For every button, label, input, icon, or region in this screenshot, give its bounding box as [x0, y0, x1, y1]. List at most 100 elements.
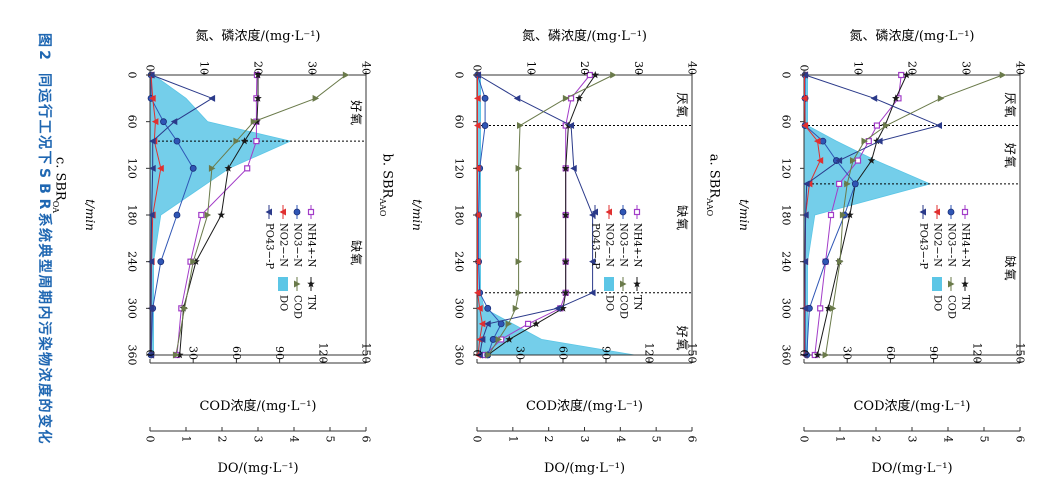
po4-marker [589, 289, 596, 297]
panel-c: 0 10 20 30 40氮、磷浓度/(mg·L⁻¹)06012018024030036… [52, 28, 373, 476]
cod-axis-tick-label: 30 [514, 346, 527, 360]
cod-marker [999, 71, 1007, 79]
cod-marker [312, 94, 320, 102]
nh4-marker [898, 71, 905, 79]
phase-label: 好 [675, 326, 689, 338]
caption-char: 图 [36, 33, 52, 47]
no2-marker [605, 208, 612, 216]
panel-title-subscript: AAO [706, 197, 715, 217]
caption-char: 下 [36, 151, 52, 165]
cod-marker [515, 289, 523, 297]
cod-marker [948, 280, 955, 288]
time-axis-tick-label: 0 [126, 72, 139, 79]
panel-title: b. SBRAAO [379, 154, 395, 217]
tn-marker [961, 280, 969, 288]
cod-marker [837, 258, 844, 266]
tn-marker [591, 71, 600, 79]
legend-label: COD [292, 295, 303, 319]
tn-marker [633, 280, 641, 288]
nh4-marker [633, 208, 641, 216]
time-axis-tick-label: 60 [453, 115, 466, 129]
panel-title: c. SBROA [52, 157, 68, 213]
time-axis-tick-label: 300 [453, 298, 466, 319]
po4-marker [554, 304, 561, 312]
nh4-marker [244, 165, 251, 172]
time-axis-label: t/min [83, 199, 97, 231]
tn-marker [224, 164, 233, 172]
cod-axis-tick-label: 150 [1014, 343, 1027, 364]
po4-marker [476, 351, 483, 359]
no3-marker [189, 164, 197, 172]
tn-marker [561, 211, 570, 219]
po4-marker [802, 211, 809, 219]
time-axis-tick-label: 0 [453, 72, 466, 79]
cod-marker [204, 211, 212, 219]
caption-char: 污 [36, 321, 53, 335]
panel-title-subscript: AAO [379, 197, 388, 217]
cod-axis-tick-label: 90 [927, 346, 940, 360]
cod-axis-tick-label: 60 [557, 346, 570, 360]
caption-char: 况 [36, 135, 52, 149]
tn-marker [253, 117, 261, 125]
cod-marker [233, 137, 240, 145]
po4-marker [570, 164, 577, 172]
po4-marker [935, 122, 942, 130]
legend-swatch-area [932, 277, 942, 291]
time-axis-tick-label: 60 [780, 115, 793, 129]
po4-line [804, 74, 941, 355]
cod-marker [861, 137, 868, 145]
cod-marker [829, 304, 837, 312]
do-axis-tick-label: 3 [906, 436, 919, 443]
po4-marker [147, 258, 155, 266]
po4-marker [478, 335, 486, 343]
cod-marker [937, 94, 945, 102]
top-axis-tick-label: 40 [1014, 61, 1027, 75]
po4-marker [567, 122, 575, 130]
phase-label: 好 [1003, 143, 1017, 155]
po4-marker [147, 304, 155, 312]
cod-marker [181, 304, 189, 312]
caption-char: 系 [36, 213, 53, 227]
phase-label: 氧 [349, 113, 363, 125]
cod-axis-label: COD浓度/(mg·L⁻¹) [526, 398, 643, 414]
tn-marker [505, 335, 514, 343]
cod-marker [485, 351, 492, 359]
legend-label: NH4+-N [632, 223, 643, 268]
po4-marker [801, 351, 809, 359]
po4-marker [919, 208, 926, 216]
tn-marker [175, 351, 184, 359]
nh4-marker [586, 71, 593, 79]
cod-marker [342, 71, 350, 79]
cod-marker [208, 164, 216, 172]
no2-marker [476, 304, 483, 312]
tn-marker [575, 94, 583, 102]
cod-marker [250, 118, 258, 126]
cod-axis-tick-label: 30 [841, 346, 854, 360]
top-axis-tick-label: 10 [198, 61, 211, 75]
top-axis-tick-label: 20 [252, 61, 265, 75]
no2-marker [149, 94, 156, 102]
caption-char: 浓 [36, 368, 53, 383]
no3-marker [819, 137, 827, 145]
top-axis-tick-label: 40 [360, 61, 373, 75]
legend-label: COD [946, 295, 957, 319]
legend-label: DO [604, 295, 615, 311]
no3-marker [481, 94, 489, 102]
cod-marker [610, 71, 617, 79]
plot-frame [476, 74, 693, 356]
po4-marker [801, 304, 809, 312]
phase-label: 氧 [349, 253, 363, 265]
cod-marker [620, 280, 627, 288]
cod-axis-tick-label: 150 [686, 343, 699, 364]
no2-marker [474, 94, 481, 102]
phase-label: 氧 [1003, 269, 1017, 281]
no2-marker [474, 164, 481, 172]
no3-marker [851, 180, 859, 188]
top-axis-tick-label: 20 [578, 61, 591, 75]
cod-axis-tick-label: 0 [144, 350, 157, 357]
no2-marker [801, 122, 809, 130]
caption-char: B [36, 183, 52, 194]
do-axis-label: DO/(mg·L⁻¹) [217, 461, 298, 476]
po4-marker [170, 118, 178, 126]
caption-char: 染 [36, 337, 53, 352]
